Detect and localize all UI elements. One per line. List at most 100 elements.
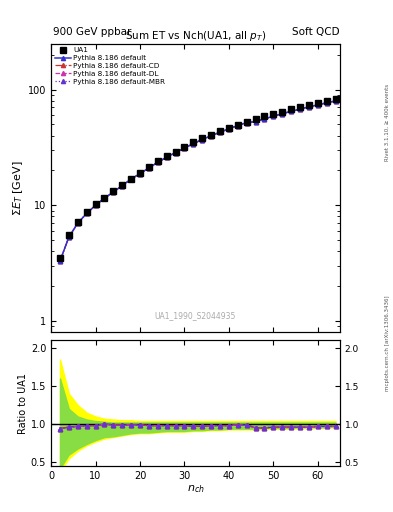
Pythia 8.186 default	[191, 141, 196, 147]
Pythia 8.186 default-CD	[58, 258, 62, 264]
Pythia 8.186 default-DL	[147, 165, 151, 171]
Pythia 8.186 default	[271, 113, 275, 119]
Pythia 8.186 default-DL	[111, 189, 116, 195]
UA1	[120, 182, 125, 188]
UA1	[289, 106, 294, 112]
Pythia 8.186 default-CD	[280, 111, 285, 117]
Pythia 8.186 default-DL	[226, 126, 231, 132]
Pythia 8.186 default-MBR	[191, 141, 196, 147]
Pythia 8.186 default-MBR	[333, 98, 338, 104]
UA1	[262, 114, 267, 120]
Pythia 8.186 default-CD	[307, 104, 311, 110]
Pythia 8.186 default	[289, 108, 294, 114]
Pythia 8.186 default-MBR	[289, 108, 294, 114]
Pythia 8.186 default	[218, 129, 222, 135]
Pythia 8.186 default-DL	[262, 116, 267, 122]
Pythia 8.186 default-CD	[138, 170, 142, 177]
UA1	[164, 153, 169, 159]
Pythia 8.186 default	[235, 122, 240, 129]
Pythia 8.186 default-MBR	[307, 104, 311, 110]
Pythia 8.186 default-MBR	[244, 119, 249, 125]
Pythia 8.186 default-DL	[164, 154, 169, 160]
Pythia 8.186 default	[84, 210, 89, 217]
Pythia 8.186 default-CD	[333, 98, 338, 104]
UA1	[244, 119, 249, 125]
Pythia 8.186 default-DL	[84, 210, 89, 217]
Legend: UA1, Pythia 8.186 default, Pythia 8.186 default-CD, Pythia 8.186 default-DL, Pyt: UA1, Pythia 8.186 default, Pythia 8.186 …	[53, 46, 167, 86]
Pythia 8.186 default-CD	[93, 202, 98, 208]
Pythia 8.186 default	[333, 98, 338, 104]
Pythia 8.186 default-DL	[209, 133, 213, 139]
Pythia 8.186 default-CD	[164, 154, 169, 160]
Pythia 8.186 default-MBR	[173, 150, 178, 156]
Line: Pythia 8.186 default: Pythia 8.186 default	[58, 99, 338, 263]
Pythia 8.186 default-DL	[93, 202, 98, 208]
Pythia 8.186 default-MBR	[324, 100, 329, 106]
UA1	[271, 111, 275, 117]
Pythia 8.186 default-MBR	[120, 182, 125, 188]
Pythia 8.186 default	[66, 234, 71, 240]
Pythia 8.186 default-CD	[155, 159, 160, 165]
Pythia 8.186 default-DL	[280, 111, 285, 117]
Pythia 8.186 default-MBR	[75, 220, 80, 226]
Title: Sum ET vs Nch(UA1, all $p_T$): Sum ET vs Nch(UA1, all $p_T$)	[125, 29, 266, 44]
Pythia 8.186 default-CD	[66, 234, 71, 240]
Y-axis label: $\Sigma E_T$ [GeV]: $\Sigma E_T$ [GeV]	[11, 160, 25, 216]
Pythia 8.186 default-MBR	[235, 122, 240, 129]
Pythia 8.186 default-DL	[324, 100, 329, 106]
Pythia 8.186 default-MBR	[182, 145, 187, 151]
UA1	[191, 139, 196, 145]
Pythia 8.186 default-DL	[315, 102, 320, 108]
UA1	[200, 135, 204, 141]
Pythia 8.186 default-DL	[235, 122, 240, 129]
Pythia 8.186 default-CD	[298, 106, 302, 112]
Pythia 8.186 default-DL	[58, 258, 62, 264]
Pythia 8.186 default-MBR	[66, 234, 71, 240]
Text: Soft QCD: Soft QCD	[292, 27, 339, 37]
Pythia 8.186 default	[93, 202, 98, 208]
Pythia 8.186 default-MBR	[271, 113, 275, 119]
UA1	[209, 132, 213, 138]
Pythia 8.186 default	[209, 133, 213, 139]
Pythia 8.186 default-MBR	[298, 106, 302, 112]
Pythia 8.186 default-CD	[191, 141, 196, 147]
Pythia 8.186 default-CD	[120, 182, 125, 188]
Pythia 8.186 default-MBR	[138, 170, 142, 177]
Line: Pythia 8.186 default-MBR: Pythia 8.186 default-MBR	[58, 99, 338, 263]
Pythia 8.186 default-CD	[218, 129, 222, 135]
Pythia 8.186 default-CD	[235, 122, 240, 129]
UA1	[218, 129, 222, 135]
Y-axis label: Ratio to UA1: Ratio to UA1	[18, 373, 28, 434]
Pythia 8.186 default-DL	[200, 136, 204, 142]
Pythia 8.186 default-DL	[253, 119, 258, 125]
Pythia 8.186 default-MBR	[200, 136, 204, 142]
Pythia 8.186 default	[129, 176, 134, 182]
Pythia 8.186 default-DL	[307, 104, 311, 110]
Pythia 8.186 default	[262, 116, 267, 122]
Pythia 8.186 default-CD	[244, 119, 249, 125]
Pythia 8.186 default-CD	[209, 133, 213, 139]
Pythia 8.186 default	[182, 145, 187, 151]
UA1	[102, 195, 107, 201]
UA1	[129, 176, 134, 182]
Text: mcplots.cern.ch [arXiv:1306.3436]: mcplots.cern.ch [arXiv:1306.3436]	[385, 295, 390, 391]
Line: Pythia 8.186 default-DL: Pythia 8.186 default-DL	[58, 99, 338, 263]
Pythia 8.186 default-DL	[218, 129, 222, 135]
Pythia 8.186 default-CD	[289, 108, 294, 114]
Pythia 8.186 default	[307, 104, 311, 110]
Pythia 8.186 default-DL	[138, 170, 142, 177]
UA1	[147, 164, 151, 170]
Pythia 8.186 default-CD	[173, 150, 178, 156]
Pythia 8.186 default-DL	[173, 150, 178, 156]
UA1	[173, 148, 178, 155]
Pythia 8.186 default-DL	[244, 119, 249, 125]
Pythia 8.186 default-DL	[191, 141, 196, 147]
UA1	[298, 104, 302, 110]
Line: UA1: UA1	[57, 96, 339, 261]
Pythia 8.186 default	[280, 111, 285, 117]
Line: Pythia 8.186 default-CD: Pythia 8.186 default-CD	[58, 99, 338, 263]
Pythia 8.186 default-CD	[147, 165, 151, 171]
UA1	[315, 100, 320, 106]
Pythia 8.186 default-CD	[84, 210, 89, 217]
UA1	[235, 122, 240, 128]
